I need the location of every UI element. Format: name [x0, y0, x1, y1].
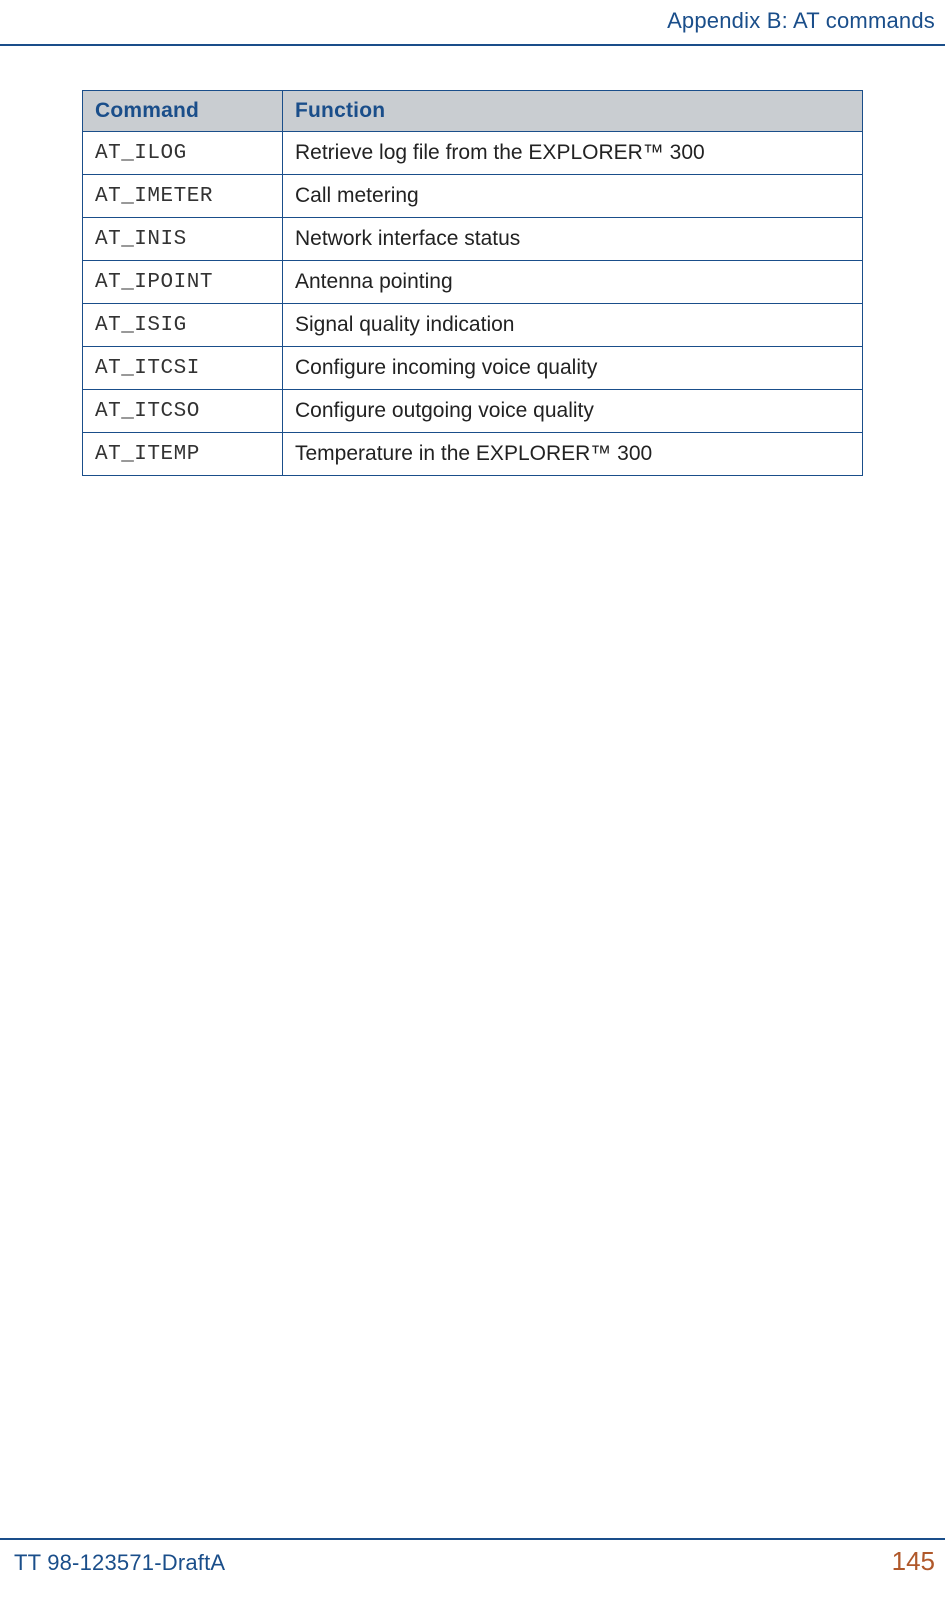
- cell-function: Signal quality indication: [283, 304, 863, 347]
- table-row: AT_INIS Network interface status: [83, 218, 863, 261]
- cell-command: AT_ITCSO: [83, 390, 283, 433]
- cell-function: Configure incoming voice quality: [283, 347, 863, 390]
- cell-function: Retrieve log file from the EXPLORER™ 300: [283, 132, 863, 175]
- cell-function: Temperature in the EXPLORER™ 300: [283, 433, 863, 476]
- cell-command: AT_ISIG: [83, 304, 283, 347]
- table-header-row: Command Function: [83, 91, 863, 132]
- cell-command: AT_INIS: [83, 218, 283, 261]
- document-id: TT 98-123571-DraftA: [14, 1550, 225, 1576]
- column-header-command: Command: [83, 91, 283, 132]
- at-commands-table: Command Function AT_ILOG Retrieve log fi…: [82, 90, 863, 476]
- cell-function: Configure outgoing voice quality: [283, 390, 863, 433]
- cell-command: AT_ILOG: [83, 132, 283, 175]
- table-row: AT_IPOINT Antenna pointing: [83, 261, 863, 304]
- table-row: AT_ITCSO Configure outgoing voice qualit…: [83, 390, 863, 433]
- table-row: AT_ITEMP Temperature in the EXPLORER™ 30…: [83, 433, 863, 476]
- cell-function: Call metering: [283, 175, 863, 218]
- table-row: AT_ISIG Signal quality indication: [83, 304, 863, 347]
- cell-function: Antenna pointing: [283, 261, 863, 304]
- column-header-function: Function: [283, 91, 863, 132]
- page-footer: TT 98-123571-DraftA 145: [0, 1538, 945, 1577]
- page-header: Appendix B: AT commands: [0, 0, 945, 46]
- cell-function: Network interface status: [283, 218, 863, 261]
- page: Appendix B: AT commands Command Function…: [0, 0, 945, 1599]
- cell-command: AT_ITEMP: [83, 433, 283, 476]
- table-row: AT_ILOG Retrieve log file from the EXPLO…: [83, 132, 863, 175]
- appendix-title: Appendix B: AT commands: [667, 8, 935, 33]
- table-row: AT_ITCSI Configure incoming voice qualit…: [83, 347, 863, 390]
- page-number: 145: [892, 1546, 935, 1577]
- cell-command: AT_IPOINT: [83, 261, 283, 304]
- content-area: Command Function AT_ILOG Retrieve log fi…: [82, 90, 863, 476]
- cell-command: AT_IMETER: [83, 175, 283, 218]
- cell-command: AT_ITCSI: [83, 347, 283, 390]
- table-row: AT_IMETER Call metering: [83, 175, 863, 218]
